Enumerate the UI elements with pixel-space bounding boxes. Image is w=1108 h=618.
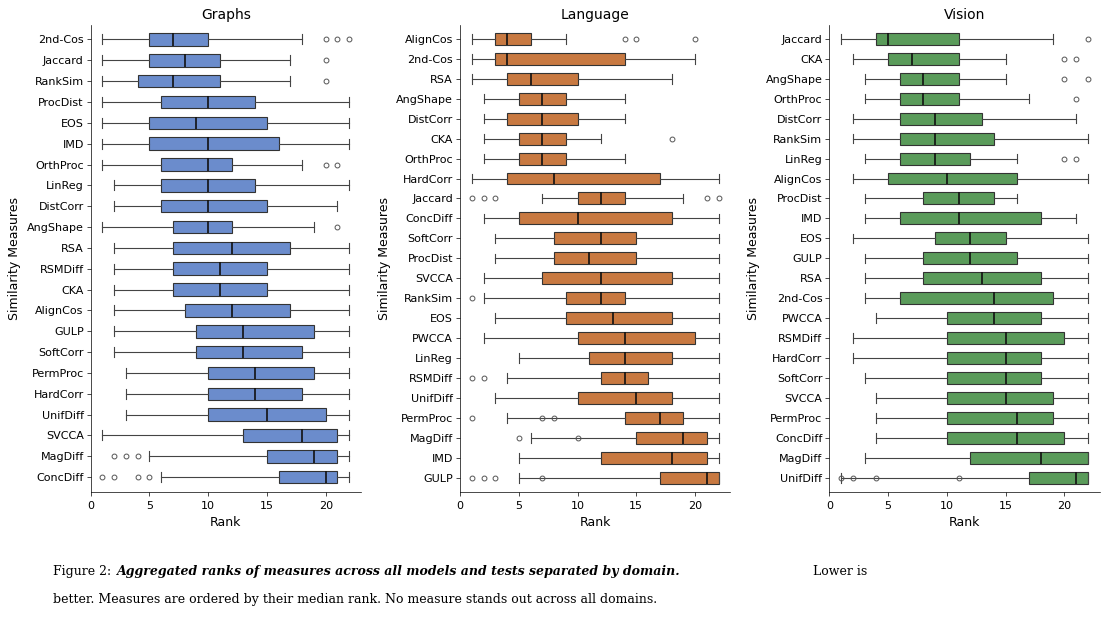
Bar	[162, 200, 267, 213]
Bar	[150, 137, 279, 150]
Bar	[589, 352, 671, 364]
Bar	[876, 33, 958, 45]
Bar	[900, 292, 1053, 304]
Title: Graphs: Graphs	[201, 8, 250, 22]
Bar	[947, 352, 1040, 364]
Bar	[507, 73, 577, 85]
X-axis label: Rank: Rank	[948, 516, 981, 530]
Bar	[507, 112, 577, 125]
Bar	[577, 332, 695, 344]
Bar	[660, 472, 719, 484]
Bar	[519, 153, 566, 164]
Bar	[601, 452, 707, 464]
Bar	[566, 292, 625, 304]
Bar	[947, 312, 1040, 324]
Bar	[162, 179, 255, 192]
Bar	[900, 112, 982, 125]
Bar	[900, 213, 1040, 224]
Text: Figure 2:: Figure 2:	[53, 565, 115, 578]
Bar	[507, 172, 660, 185]
Bar	[279, 471, 338, 483]
Bar	[923, 273, 1040, 284]
Bar	[196, 325, 314, 337]
Bar	[137, 75, 220, 87]
Bar	[244, 430, 338, 442]
Bar	[495, 53, 625, 65]
Y-axis label: Similarity Measures: Similarity Measures	[747, 197, 760, 320]
Bar	[923, 192, 994, 205]
Bar	[173, 283, 267, 296]
Text: Lower is: Lower is	[809, 565, 868, 578]
Bar	[185, 304, 290, 316]
Bar	[267, 450, 338, 462]
Text: better. Measures are ordered by their median rank. No measure stands out across : better. Measures are ordered by their me…	[53, 593, 657, 606]
Bar	[577, 392, 671, 404]
X-axis label: Rank: Rank	[211, 516, 242, 530]
Bar	[566, 312, 671, 324]
Bar	[519, 93, 566, 104]
Bar	[636, 432, 707, 444]
Bar	[554, 252, 636, 265]
Bar	[519, 213, 671, 224]
Bar	[173, 263, 267, 275]
Bar	[542, 273, 671, 284]
Bar	[923, 252, 1017, 265]
Bar	[947, 332, 1065, 344]
Bar	[935, 232, 1006, 244]
Bar	[900, 93, 958, 104]
Bar	[173, 242, 290, 254]
Bar	[947, 412, 1053, 424]
Bar	[554, 232, 636, 244]
Bar	[150, 117, 267, 129]
Bar	[162, 96, 255, 108]
Bar	[900, 133, 994, 145]
Bar	[150, 54, 220, 67]
Bar	[162, 158, 232, 171]
Bar	[208, 408, 326, 421]
Bar	[173, 221, 232, 234]
Bar	[208, 387, 302, 400]
Bar	[625, 412, 684, 424]
Y-axis label: Similarity Measures: Similarity Measures	[9, 197, 21, 320]
Bar	[900, 153, 971, 164]
Y-axis label: Similarity Measures: Similarity Measures	[378, 197, 391, 320]
Bar	[1029, 472, 1088, 484]
Bar	[971, 452, 1088, 464]
Bar	[495, 33, 531, 45]
Text: Aggregated ranks of measures across all models and tests separated by domain.: Aggregated ranks of measures across all …	[117, 565, 681, 578]
Bar	[889, 53, 958, 65]
Title: Vision: Vision	[944, 8, 985, 22]
Bar	[208, 366, 314, 379]
Bar	[947, 432, 1065, 444]
X-axis label: Rank: Rank	[579, 516, 611, 530]
Bar	[577, 192, 625, 205]
Bar	[601, 372, 648, 384]
Bar	[519, 133, 566, 145]
Bar	[947, 392, 1053, 404]
Bar	[889, 172, 1017, 185]
Bar	[947, 372, 1040, 384]
Bar	[900, 73, 958, 85]
Bar	[196, 346, 302, 358]
Bar	[150, 33, 208, 46]
Title: Language: Language	[561, 8, 629, 22]
